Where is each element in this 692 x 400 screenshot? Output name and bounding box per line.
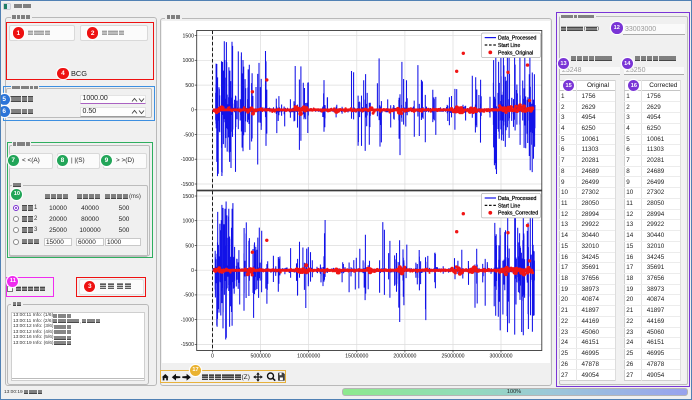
svg-text:30000000: 30000000 <box>489 354 512 360</box>
svg-text:1000: 1000 <box>182 58 194 64</box>
svg-text:500: 500 <box>185 243 194 249</box>
svg-text:10000000: 10000000 <box>297 354 320 360</box>
svg-text:-1500: -1500 <box>181 182 194 188</box>
svg-text:Start Line: Start Line <box>498 203 520 209</box>
svg-text:Peaks_Corrected: Peaks_Corrected <box>498 211 538 217</box>
svg-text:1500: 1500 <box>182 194 194 200</box>
svg-text:500: 500 <box>185 83 194 89</box>
svg-text:0: 0 <box>191 108 194 114</box>
svg-text:25000000: 25000000 <box>441 354 464 360</box>
svg-text:20000000: 20000000 <box>393 354 416 360</box>
svg-text:-500: -500 <box>184 132 194 138</box>
svg-text:0: 0 <box>211 354 214 360</box>
svg-text:Data_Processed: Data_Processed <box>498 36 536 42</box>
svg-text:Start Line: Start Line <box>498 43 520 49</box>
svg-text:1000: 1000 <box>182 219 194 225</box>
svg-text:-1000: -1000 <box>181 317 194 323</box>
svg-text:1500: 1500 <box>182 33 194 39</box>
svg-text:5000000: 5000000 <box>250 354 270 360</box>
svg-text:15000000: 15000000 <box>345 354 368 360</box>
svg-text:-1500: -1500 <box>181 342 194 348</box>
svg-text:-1000: -1000 <box>181 157 194 163</box>
svg-text:Peaks_Original: Peaks_Original <box>498 50 533 56</box>
svg-text:Data_Processed: Data_Processed <box>498 196 536 202</box>
svg-text:-500: -500 <box>184 293 194 299</box>
svg-text:0: 0 <box>191 268 194 274</box>
